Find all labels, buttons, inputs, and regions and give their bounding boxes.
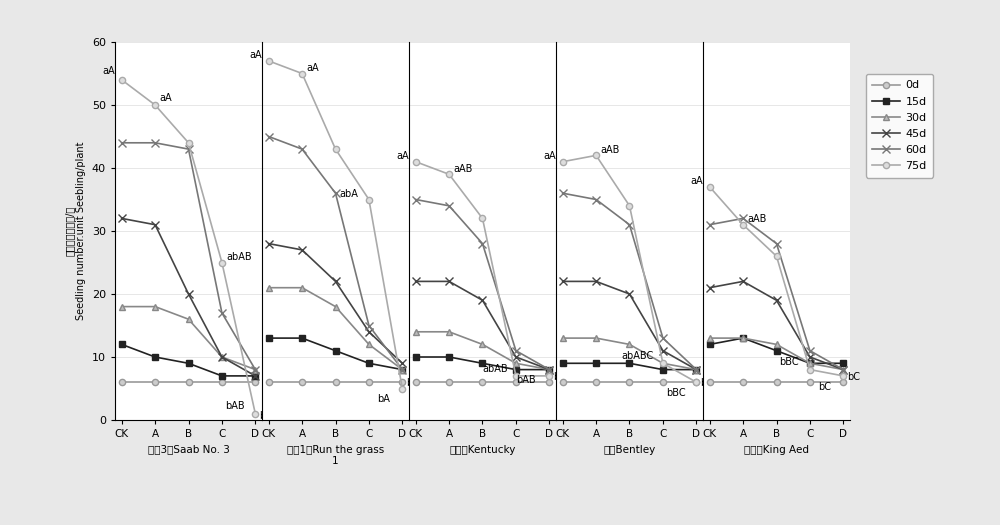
Text: bBC: bBC (779, 358, 799, 368)
Legend: 0d, 15d, 30d, 45d, 60d, 75d: 0d, 15d, 30d, 45d, 60d, 75d (866, 74, 933, 177)
Text: bAB: bAB (225, 401, 244, 411)
Text: aA: aA (306, 62, 319, 73)
X-axis label: 萨伯3号Saab No. 3: 萨伯3号Saab No. 3 (148, 445, 229, 455)
Text: aAB: aAB (600, 144, 620, 155)
Text: bC: bC (700, 379, 713, 388)
Text: aA: aA (690, 176, 703, 186)
Text: abABC: abABC (621, 351, 653, 361)
Text: abAB: abAB (226, 251, 252, 262)
Text: aA: aA (543, 151, 556, 161)
Text: bB: bB (259, 411, 272, 421)
Y-axis label: 苗数，单位：苗/株
Seedling number.unit Seebling/plant: 苗数，单位：苗/株 Seedling number.unit Seebling/… (65, 142, 86, 320)
Text: bA: bA (377, 394, 390, 404)
Text: bC: bC (847, 372, 860, 382)
Text: aA: aA (159, 93, 172, 103)
Text: aAB: aAB (747, 214, 767, 224)
Text: abA: abA (340, 188, 359, 199)
Text: aAB: aAB (453, 163, 473, 174)
Text: bA: bA (406, 377, 419, 388)
Text: bC: bC (818, 382, 831, 392)
Text: aA: aA (396, 151, 409, 161)
Text: bAB: bAB (516, 375, 536, 385)
Text: aA: aA (102, 66, 115, 76)
X-axis label: 润草1号Run the grass
1: 润草1号Run the grass 1 (287, 445, 384, 466)
Text: abAB: abAB (483, 364, 508, 374)
X-axis label: 肯塔基Kentucky: 肯塔基Kentucky (449, 445, 516, 455)
Text: bB: bB (553, 372, 566, 382)
X-axis label: 本特Bentley: 本特Bentley (603, 445, 656, 455)
X-axis label: 艾德王King Aed: 艾德王King Aed (744, 445, 809, 455)
Text: aA: aA (249, 50, 262, 60)
Text: bBC: bBC (666, 388, 685, 398)
